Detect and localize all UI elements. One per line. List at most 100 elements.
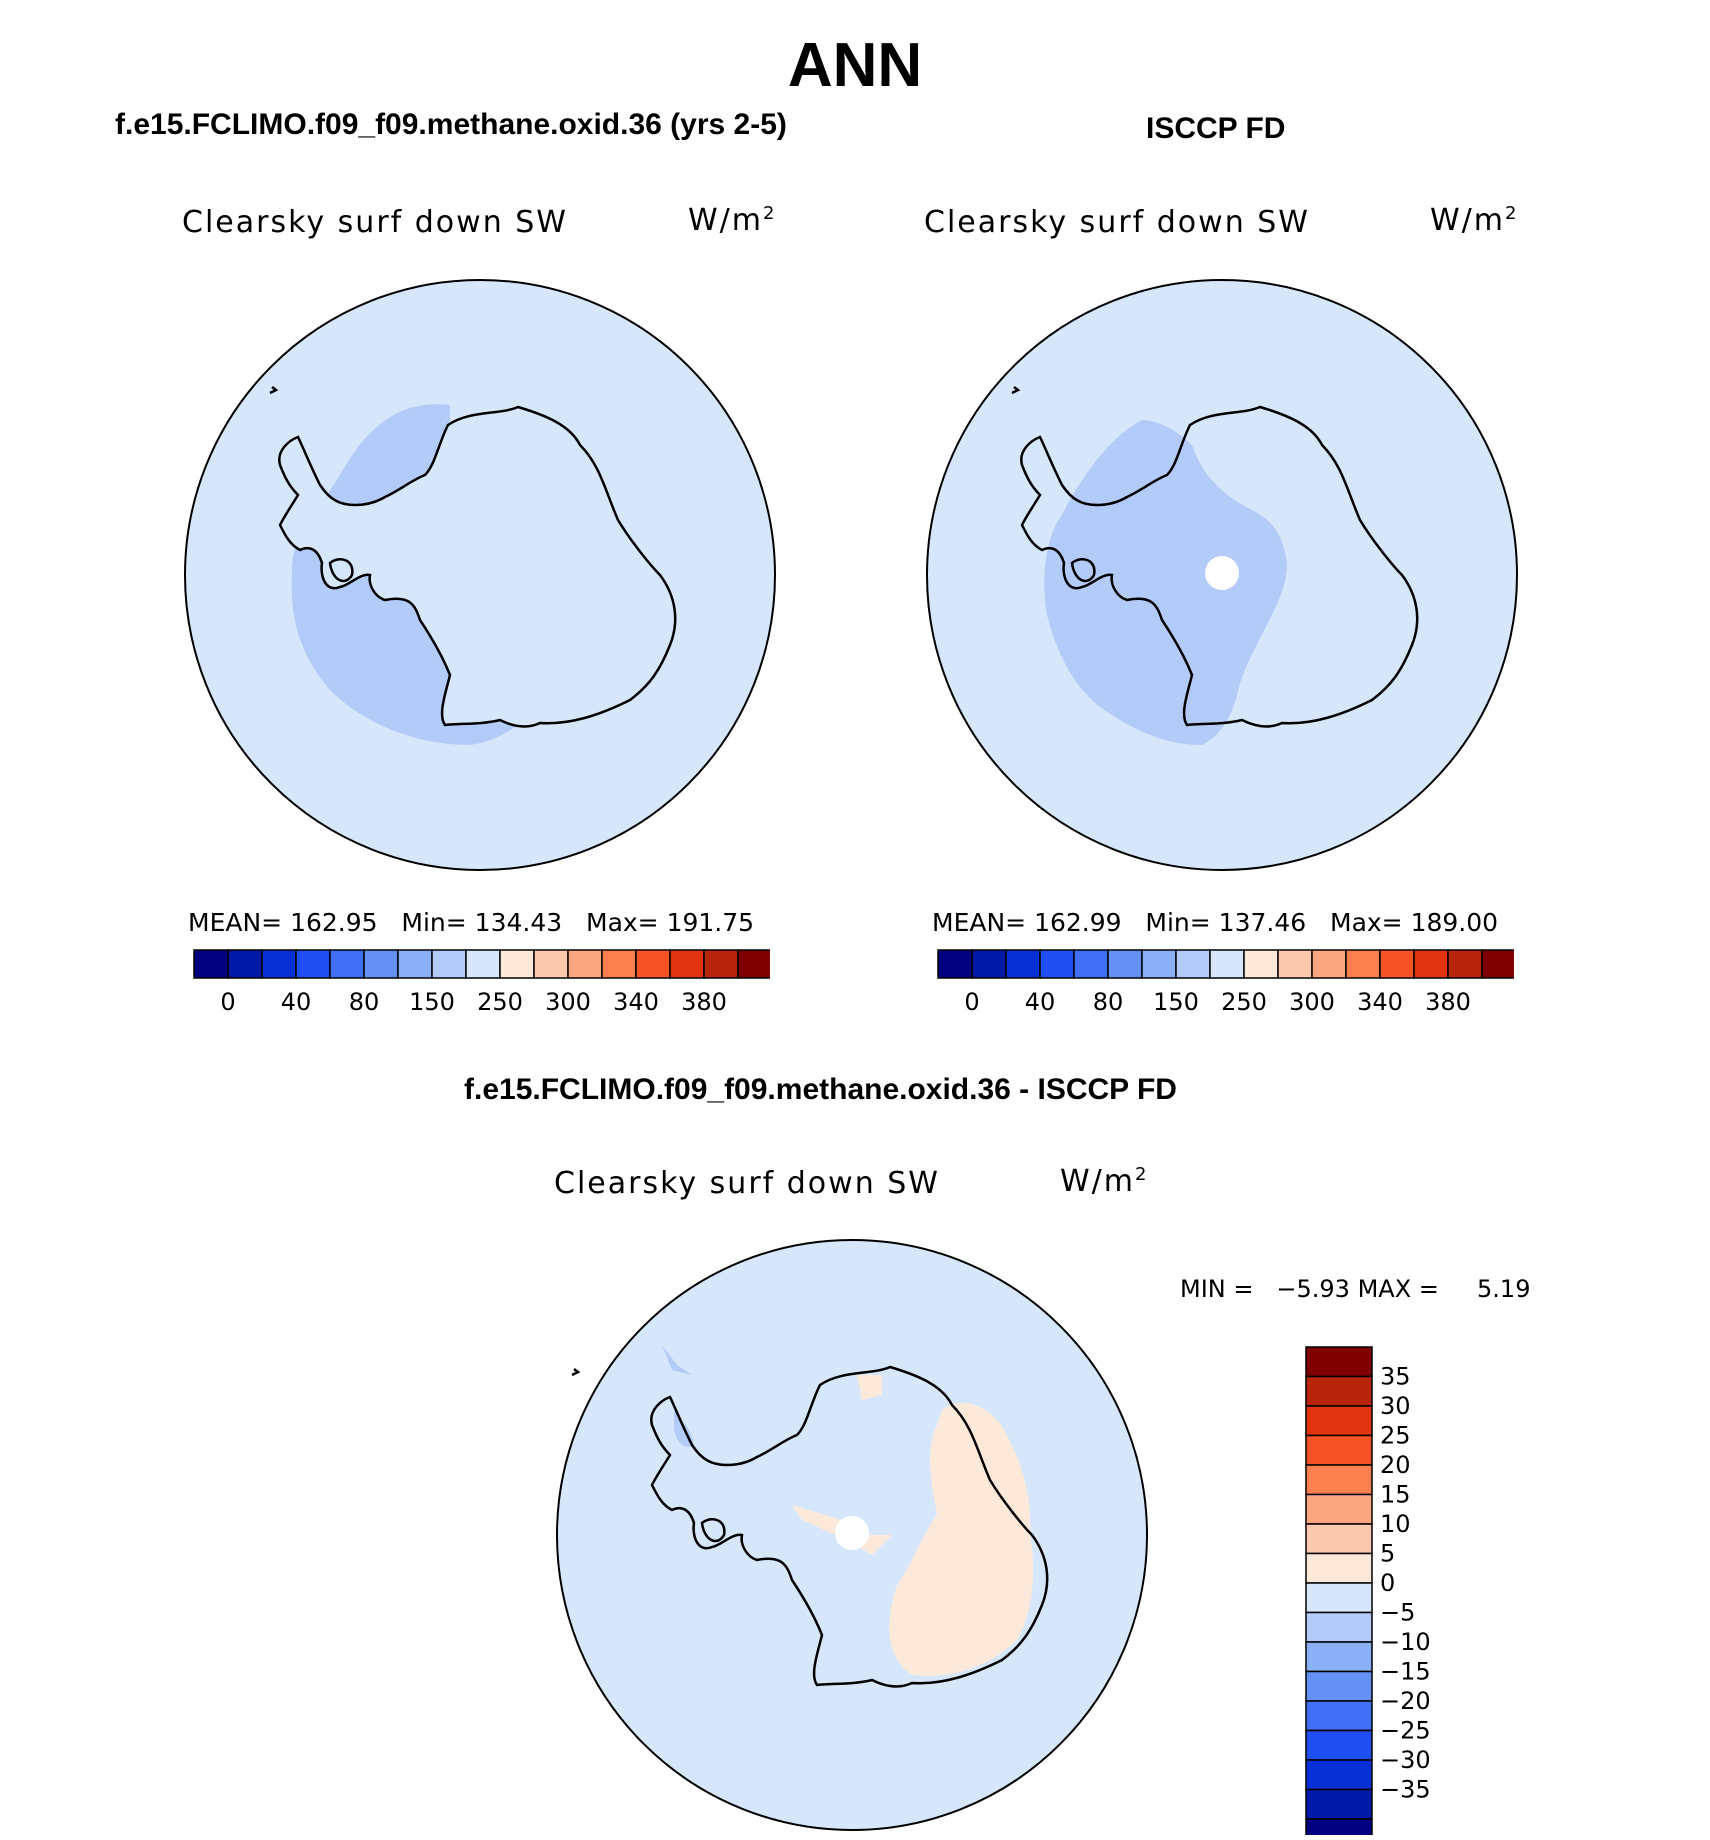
colorbar-swatch [601, 949, 637, 979]
panel3-units: W/m2 [1060, 1164, 1149, 1199]
colorbar-swatch [1039, 949, 1075, 979]
panel3-heading: f.e15.FCLIMO.f09_f09.methane.oxid.36 - I… [464, 1073, 1177, 1106]
antarctica-coastline [1020, 405, 1419, 728]
colorbar-swatch [1305, 1346, 1373, 1378]
colorbar-tick-label: 0 [1380, 1569, 1395, 1597]
colorbar-tick-label: 80 [349, 988, 380, 1016]
colorbar-swatch [1379, 949, 1415, 979]
negative-patch [662, 1345, 692, 1375]
colorbar-swatch [465, 949, 501, 979]
antarctica-coastline [650, 1365, 1049, 1688]
colorbar-swatch [567, 949, 603, 979]
figure-title: ANN [787, 31, 923, 100]
colorbar-swatch [1305, 1523, 1373, 1555]
colorbar-swatch [1413, 949, 1449, 979]
positive-patch [857, 1375, 882, 1400]
colorbar-swatch [261, 949, 297, 979]
colorbar-tick-label: 30 [1380, 1392, 1411, 1420]
panel2-units: W/m2 [1430, 203, 1519, 238]
panel2-stats: MEAN= 162.99 Min= 137.46 Max= 189.00 [932, 908, 1499, 937]
colorbar-tick-label: 0 [964, 988, 979, 1016]
colorbar-swatch [1073, 949, 1109, 979]
colorbar-swatch [1305, 1700, 1373, 1732]
colorbar-tick-label: 5 [1380, 1540, 1395, 1568]
island-outline [571, 1368, 581, 1377]
colorbar-swatch [533, 949, 569, 979]
colorbar-swatch [1305, 1582, 1373, 1614]
colorbar-swatch [1305, 1434, 1373, 1466]
panel2-map [926, 279, 1518, 871]
colorbar-swatch [1175, 949, 1211, 979]
colorbar-tick-label: −25 [1380, 1717, 1431, 1745]
colorbar-swatch [703, 949, 739, 979]
colorbar-swatch [1305, 1493, 1373, 1525]
colorbar-swatch [1305, 1729, 1373, 1761]
positive-region [889, 1403, 1034, 1676]
island-outline [1011, 386, 1021, 395]
colorbar-swatch [227, 949, 263, 979]
colorbar-swatch [1305, 1405, 1373, 1437]
colorbar-tick-label: 40 [1025, 988, 1056, 1016]
colorbar-swatch [329, 949, 365, 979]
panel1-stats: MEAN= 162.95 Min= 134.43 Max= 191.75 [188, 908, 755, 937]
colorbar-swatch [1305, 1788, 1373, 1820]
colorbar-tick-label: 25 [1380, 1422, 1411, 1450]
colorbar-swatch [971, 949, 1007, 979]
colorbar-tick-label: 340 [613, 988, 659, 1016]
colorbar-tick-label: 0 [220, 988, 235, 1016]
colorbar-tick-label: 250 [477, 988, 523, 1016]
colorbar-swatch [1447, 949, 1483, 979]
panel3-map [556, 1239, 1148, 1831]
antarctica-coastline [278, 405, 677, 728]
colorbar-tick-label: −15 [1380, 1658, 1431, 1686]
colorbar-swatch [1311, 949, 1347, 979]
colorbar-swatch [193, 949, 229, 979]
panel1-map [184, 279, 776, 871]
colorbar-swatch [669, 949, 705, 979]
colorbar-swatch [397, 949, 433, 979]
panel3-variable-label: Clearsky surf down SW [554, 1166, 940, 1201]
colorbar-swatch [937, 949, 973, 979]
colorbar-tick-label: 340 [1357, 988, 1403, 1016]
colorbar-swatch [1305, 1464, 1373, 1496]
colorbar-swatch [1305, 1552, 1373, 1584]
colorbar-swatch [635, 949, 671, 979]
colorbar-tick-label: 380 [681, 988, 727, 1016]
colorbar-swatch [295, 949, 331, 979]
colorbar-tick-label: 10 [1380, 1510, 1411, 1538]
colorbar-tick-label: −10 [1380, 1628, 1431, 1656]
colorbar-tick-label: −30 [1380, 1746, 1431, 1774]
colorbar-swatch [1305, 1611, 1373, 1643]
map-border [926, 279, 1518, 871]
colorbar-tick-label: 35 [1380, 1363, 1411, 1391]
panel2-colorbar: 0 40 80 150 250 300 340 380 [937, 949, 1514, 1016]
colorbar-tick-label: −5 [1380, 1599, 1415, 1627]
colorbar-tick-label: −20 [1380, 1687, 1431, 1715]
colorbar-swatch [363, 949, 399, 979]
panel1-heading: f.e15.FCLIMO.f09_f09.methane.oxid.36 (yr… [115, 108, 787, 141]
map-border [556, 1239, 1148, 1831]
colorbar-tick-label: 40 [281, 988, 312, 1016]
colorbar-swatch [431, 949, 467, 979]
colorbar-swatch [1345, 949, 1381, 979]
missing-data-pole [835, 1516, 869, 1550]
colorbar-tick-label: 15 [1380, 1481, 1411, 1509]
colorbar-swatch [499, 949, 535, 979]
panel2-variable-label: Clearsky surf down SW [924, 205, 1310, 240]
ice-shelf-outline [1070, 558, 1096, 583]
colorbar-swatch [1305, 1818, 1373, 1835]
colorbar-tick-label: 300 [545, 988, 591, 1016]
map-border [184, 279, 776, 871]
colorbar-swatch [1305, 1641, 1373, 1673]
colorbar-tick-label: −35 [1380, 1776, 1431, 1804]
colorbar-tick-label: 20 [1380, 1451, 1411, 1479]
colorbar-tick-label: 150 [1153, 988, 1199, 1016]
colorbar-swatch [1243, 949, 1279, 979]
colorbar-swatch [1305, 1759, 1373, 1791]
colorbar-tick-label: 250 [1221, 988, 1267, 1016]
colorbar-swatch [1277, 949, 1313, 979]
missing-data-pole [1205, 556, 1239, 590]
colorbar-swatch [737, 949, 770, 979]
colorbar-swatch [1305, 1670, 1373, 1702]
